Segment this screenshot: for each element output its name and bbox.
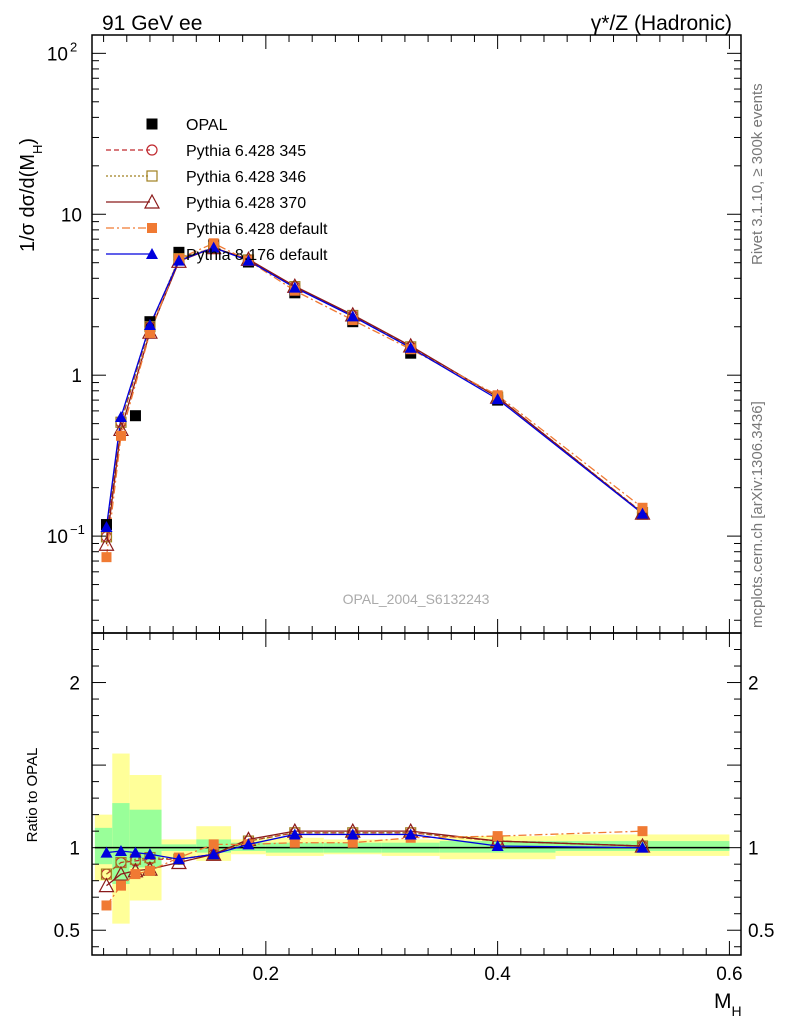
main-ytick-label: 10 <box>47 44 68 65</box>
main-point-pythia-6-428-default-0 <box>101 552 112 563</box>
ratio-ytick-label-right: 0.5 <box>748 921 774 942</box>
ratio-point-pythia-6-428-default-8 <box>347 837 358 848</box>
legend-label-pythia-6-428-345: Pythia 6.428 345 <box>186 143 306 160</box>
main-ytick-label: 10 <box>47 527 68 548</box>
ratio-point-pythia-8-176-default-2 <box>129 846 142 858</box>
main-point-pythia-6-428-default-1 <box>115 430 126 441</box>
legend-label-pythia-6-428-346: Pythia 6.428 346 <box>186 169 306 186</box>
ratio-frame <box>91 632 742 956</box>
ratio-ytick-label-right: 1 <box>748 839 759 860</box>
analysis-watermark: OPAL_2004_S6132243 <box>343 591 490 607</box>
main-point-opal-1 <box>129 410 141 422</box>
ratio-ytick-label: 0.5 <box>54 921 80 942</box>
legend-label-opal: OPAL <box>186 117 228 134</box>
header-left-title: 91 GeV ee <box>102 12 202 35</box>
ratio-point-pythia-8-176-default-4 <box>172 853 185 865</box>
header-right-title: γ*/Z (Hadronic) <box>591 12 732 35</box>
ratio-point-pythia-8-176-default-11 <box>636 841 649 853</box>
main-line-pythia-6-428-345 <box>105 246 643 537</box>
ratio-point-pythia-8-176-default-5 <box>207 848 220 860</box>
ratio-point-pythia-6-428-default-1 <box>115 880 126 891</box>
ratio-point-pythia-8-176-default-0 <box>100 846 113 858</box>
main-point-pythia-6-428-370-0 <box>98 535 115 551</box>
ratio-point-pythia-6-428-default-3 <box>144 865 155 876</box>
legend-marker-pythia-6-428-370 <box>143 193 161 209</box>
main-point-pythia-6-428-default-2 <box>144 327 155 338</box>
main-point-pythia-8-176-default-7 <box>346 310 359 322</box>
ratio-point-pythia-8-176-default-1 <box>114 844 127 856</box>
ratio-point-pythia-6-428-default-10 <box>492 831 503 842</box>
legend-label-pythia-8-176-default: Pythia 8.176 default <box>186 247 328 264</box>
ratio-band-stat-1 <box>112 803 130 884</box>
ratio-point-pythia-8-176-default-10 <box>491 840 504 852</box>
ratio-point-pythia-8-176-default-9 <box>404 828 417 840</box>
ratio-point-pythia-8-176-default-6 <box>242 838 255 850</box>
main-point-pythia-8-176-default-1 <box>114 410 127 422</box>
xtick-label: 0.4 <box>484 964 511 985</box>
xtick-label: 0.6 <box>716 964 742 985</box>
main-point-pythia-8-176-default-5 <box>242 254 255 266</box>
ratio-ytick-label-right: 2 <box>748 674 759 695</box>
legend-label-pythia-6-428-default: Pythia 6.428 default <box>186 221 328 238</box>
main-line-pythia-6-428-346 <box>105 246 643 537</box>
main-ytick-label-exp: 2 <box>70 39 77 54</box>
main-line-pythia-6-428-370 <box>105 246 643 545</box>
main-ylabel: 1/σ dσ/d(MH) <box>17 138 45 252</box>
main-ytick-label: 1 <box>71 366 82 387</box>
legend-label-pythia-6-428-370: Pythia 6.428 370 <box>186 195 306 212</box>
main-point-pythia-8-176-default-6 <box>288 281 301 293</box>
ratio-point-pythia-6-428-default-2 <box>130 869 141 880</box>
main-point-pythia-8-176-default-3 <box>172 254 185 266</box>
ratio-point-pythia-8-176-default-8 <box>346 828 359 840</box>
main-point-opal-3 <box>173 246 185 258</box>
ratio-ytick-label: 2 <box>69 674 80 695</box>
ratio-point-pythia-6-428-default-7 <box>289 837 300 848</box>
main-point-pythia-8-176-default-0 <box>100 520 113 532</box>
ratio-point-pythia-6-428-370-0 <box>98 877 115 893</box>
ratio-panel: 0.5 0.5 1 1 2 2 0.2 0.4 0.6 <box>54 632 774 985</box>
legend-marker-pythia-6-428-345 <box>146 144 158 156</box>
ratio-ytick-label: 1 <box>69 839 80 860</box>
ratio-point-pythia-8-176-default-3 <box>143 848 156 860</box>
xlabel: MH <box>714 990 742 1019</box>
main-ytick-label-exp: −1 <box>70 522 85 537</box>
ratio-point-pythia-6-428-370-1 <box>112 865 129 881</box>
ratio-band-stat-0 <box>94 827 113 865</box>
ratio-point-pythia-6-428-default-0 <box>101 900 112 911</box>
main-line-pythia-8-176-default <box>105 246 643 528</box>
ratio-ylabel: Ratio to OPAL <box>24 748 41 843</box>
legend-marker-opal <box>146 118 158 130</box>
main-point-pythia-8-176-default-8 <box>404 341 417 353</box>
mcplots-credit-text: mcplots.cern.ch [arXiv:1306.3436] <box>749 401 766 628</box>
xtick-label: 0.2 <box>253 964 279 985</box>
main-ytick-label: 10 <box>61 205 82 226</box>
rivet-version-text: Rivet 3.1.10, ≥ 300k events <box>749 83 766 265</box>
legend-marker-pythia-6-428-346 <box>146 170 158 182</box>
legend: OPAL Pythia 6.428 345 Pythia 6.428 346 Pyth… <box>106 117 328 264</box>
legend-marker-pythia-6-428-default <box>147 223 157 233</box>
ratio-point-pythia-8-176-default-7 <box>288 828 301 840</box>
ratio-point-pythia-6-428-default-5 <box>208 839 219 850</box>
main-line-pythia-6-428-default <box>105 242 643 558</box>
main-point-pythia-8-176-default-2 <box>143 319 156 331</box>
main-point-pythia-8-176-default-4 <box>207 241 220 253</box>
ratio-line-pythia-6-428-345 <box>106 832 643 875</box>
legend-marker-pythia-8-176-default <box>146 248 158 259</box>
main-point-pythia-8-176-default-9 <box>491 393 504 405</box>
ratio-point-pythia-6-428-default-11 <box>637 826 648 837</box>
main-point-pythia-8-176-default-10 <box>636 507 649 519</box>
